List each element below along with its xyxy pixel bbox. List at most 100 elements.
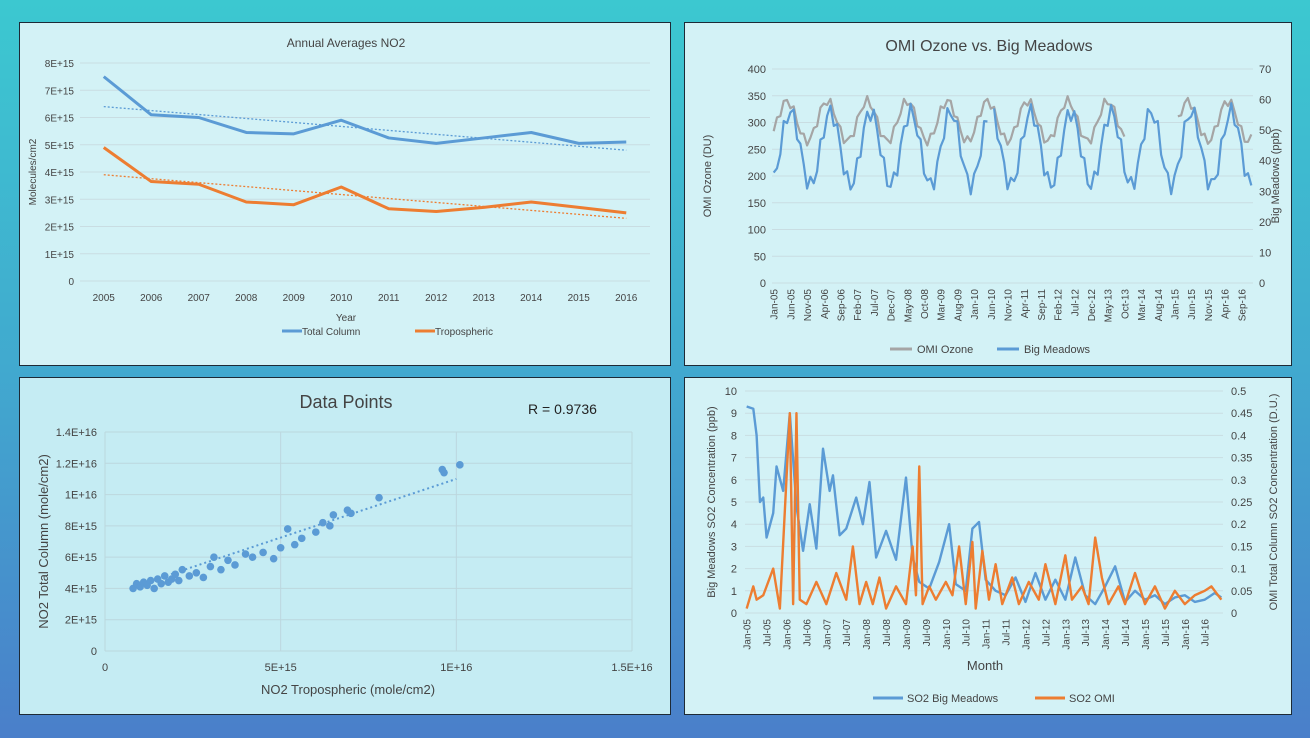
x-tick-label: Jun-15 xyxy=(1187,289,1198,320)
x-tick-label: 1E+16 xyxy=(440,662,472,674)
data-point xyxy=(283,525,292,533)
x-tick-label: Nov-10 xyxy=(1003,289,1014,322)
y2-tick-label: 0.35 xyxy=(1231,453,1252,465)
y-tick-label: 10 xyxy=(725,386,737,398)
chart-title: OMI Ozone vs. Big Meadows xyxy=(885,38,1092,55)
data-point xyxy=(185,572,194,580)
y-tick-label: 6E+15 xyxy=(45,114,75,125)
x-tick-label: 2014 xyxy=(520,293,543,304)
y-tick-label: 250 xyxy=(748,144,766,156)
y-tick-label: 4 xyxy=(731,519,737,531)
x-tick-label: Jan-15 xyxy=(1141,619,1152,650)
series-line-1 xyxy=(745,412,1223,610)
ozone-comparison-panel: OMI Ozone vs. Big Meadows 0 50 100 150 200 250… xyxy=(684,22,1292,366)
x-tick-label: Jul-12 xyxy=(1041,619,1052,647)
y-axis-title: Molecules/cm2 xyxy=(28,138,39,205)
y2-axis-title: Big Meadows (ppb) xyxy=(1270,129,1282,224)
x-tick-label: Oct-13 xyxy=(1120,289,1131,319)
trendline-0 xyxy=(103,105,627,151)
x-tick-label: Sep-06 xyxy=(836,289,847,322)
x-tick-label: Jan-05 xyxy=(770,289,781,320)
y-tick-label: 1.4E+16 xyxy=(56,427,97,439)
y-tick-label: 1.2E+16 xyxy=(56,458,97,470)
x-tick-label: Jan-08 xyxy=(862,619,873,650)
y2-tick-label: 0.1 xyxy=(1231,564,1246,576)
x-axis-title: Year xyxy=(336,313,357,324)
data-point xyxy=(312,528,320,536)
x-tick-label: 2011 xyxy=(378,293,400,304)
y2-tick-label: 10 xyxy=(1259,247,1271,259)
x-axis-title: Month xyxy=(967,658,1003,673)
data-point xyxy=(206,562,215,571)
x-tick-label: Apr-06 xyxy=(820,289,831,319)
x-tick-label: 2012 xyxy=(425,293,448,304)
x-tick-label: May-08 xyxy=(903,289,914,323)
x-tick-label: 2016 xyxy=(615,293,638,304)
y-tick-label: 5 xyxy=(731,497,737,509)
series-line-0-segment-0 xyxy=(772,94,1126,147)
chart-title: Data Points xyxy=(299,392,392,412)
data-point xyxy=(217,565,225,574)
data-point xyxy=(297,534,306,543)
y2-axis-title: OMI Total Column SO2 Concentration (D.U.… xyxy=(1268,394,1280,611)
data-point xyxy=(269,554,278,563)
y-tick-label: 7E+15 xyxy=(45,86,75,97)
y-tick-label: 8E+15 xyxy=(65,521,97,533)
y-axis-title: NO2 Total Column (mole/cm2) xyxy=(36,454,51,629)
x-tick-label: Jan-13 xyxy=(1061,619,1072,650)
series-line-1-segment-0 xyxy=(772,102,988,196)
y-tick-label: 3E+15 xyxy=(45,195,75,206)
x-tick-label: Dec-07 xyxy=(887,289,898,322)
y-tick-label: 8E+15 xyxy=(45,59,75,70)
x-tick-label: Jul-11 xyxy=(1002,619,1013,646)
x-tick-label: Nov-05 xyxy=(803,289,814,322)
data-point xyxy=(174,576,183,585)
y2-tick-label: 60 xyxy=(1259,95,1271,107)
y2-tick-label: 70 xyxy=(1259,64,1271,76)
data-point xyxy=(326,522,334,530)
y2-tick-label: 0 xyxy=(1231,608,1237,620)
x-tick-label: Nov-15 xyxy=(1204,289,1215,322)
data-points-scatter-chart: Data Points R = 0.9736 0 2E+15 4E+15 6E+15 8E+… xyxy=(36,392,653,697)
x-tick-label: Jan-06 xyxy=(782,619,793,650)
so2-comparison-chart: 0 1 2 3 4 5 6 7 8 9 10 0 0.05 0.1 0.15 0.2 0.25 0.3 0.35 0.… xyxy=(706,386,1280,705)
x-tick-label: Mar-09 xyxy=(937,289,948,321)
y2-tick-label: 20 xyxy=(1259,217,1271,229)
y2-tick-label: 0.15 xyxy=(1231,541,1252,553)
y-tick-label: 7 xyxy=(731,453,737,465)
y-tick-label: 2E+15 xyxy=(45,223,75,234)
x-tick-label: Jul-16 xyxy=(1201,619,1212,647)
y-tick-label: 4E+15 xyxy=(65,583,97,595)
series-line-0-segment-1 xyxy=(1177,96,1253,145)
y-tick-label: 200 xyxy=(748,171,766,183)
y2-tick-label: 0.2 xyxy=(1231,519,1246,531)
legend-label-0: OMI Ozone xyxy=(917,344,973,356)
series-line-0 xyxy=(102,75,627,145)
x-tick-label: Oct-08 xyxy=(920,289,931,319)
y-tick-label: 300 xyxy=(748,118,766,130)
legend-label-1: Tropospheric xyxy=(435,327,493,338)
chart-title: Annual Averages NO2 xyxy=(287,36,406,50)
data-point xyxy=(375,493,383,502)
x-tick-label: May-13 xyxy=(1104,289,1115,323)
y-tick-label: 0 xyxy=(731,608,737,620)
x-tick-label: 2005 xyxy=(93,293,116,304)
x-tick-label: Aug-09 xyxy=(953,289,964,322)
y2-tick-label: 30 xyxy=(1259,186,1271,198)
y2-tick-label: 0.45 xyxy=(1231,408,1252,420)
data-point xyxy=(241,550,250,558)
y-axis-title: Big Meadows SO2 Concentration (ppb) xyxy=(706,406,718,597)
data-point xyxy=(248,553,257,561)
legend-label-1: Big Meadows xyxy=(1024,344,1091,356)
y-tick-label: 100 xyxy=(748,225,766,237)
x-tick-label: Apr-16 xyxy=(1221,289,1232,319)
data-point xyxy=(160,572,169,580)
ozone-comparison-chart: OMI Ozone vs. Big Meadows050100150200250… xyxy=(702,38,1282,356)
y-tick-label: 0 xyxy=(68,277,74,288)
trendline-1 xyxy=(103,174,627,219)
data-point xyxy=(178,565,187,574)
x-tick-label: Jul-12 xyxy=(1070,289,1081,317)
series-line-1-segment-1 xyxy=(993,102,1253,196)
x-tick-label: 0 xyxy=(102,662,108,674)
y-tick-label: 1 xyxy=(731,586,737,598)
